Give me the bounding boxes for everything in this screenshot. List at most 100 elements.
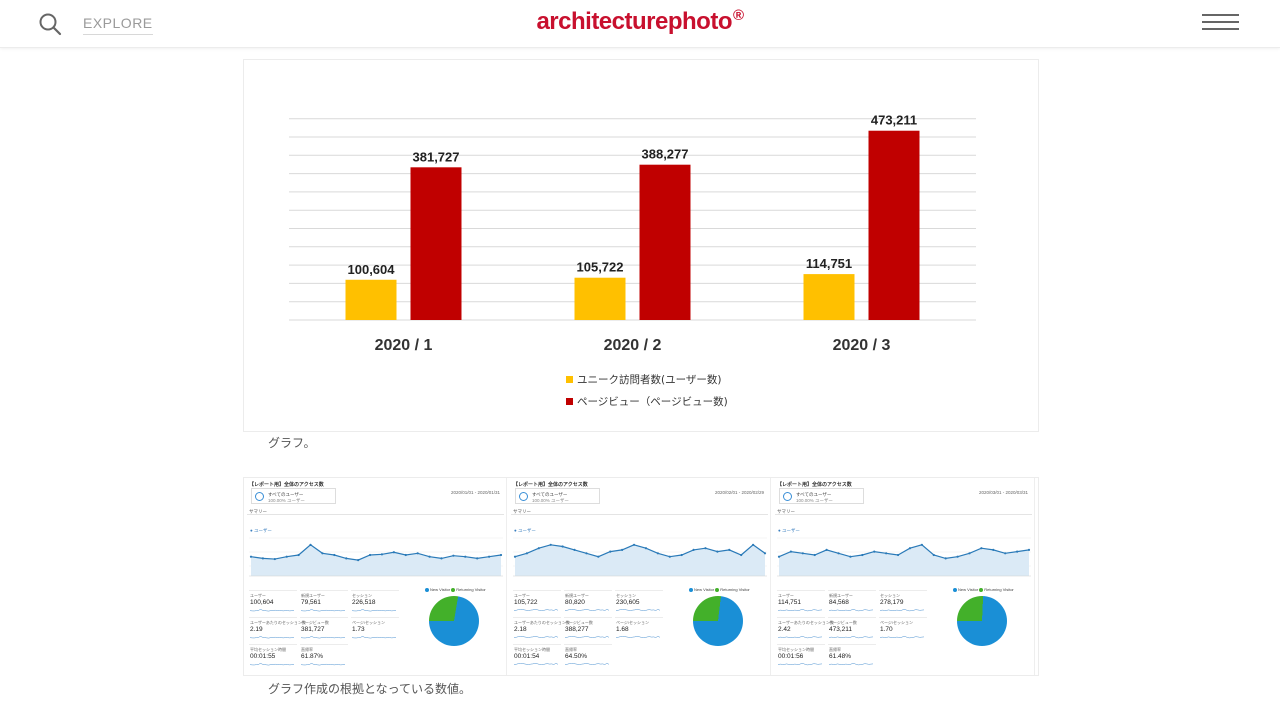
metric-sparkline	[829, 609, 873, 612]
trend-point	[920, 543, 923, 546]
logo-registered-mark: ®	[732, 7, 744, 24]
bar	[639, 164, 691, 320]
metric-value: 61.48%	[829, 653, 852, 660]
metric-sparkline	[565, 636, 609, 638]
analytics-panel: 【レポート用】全体のアクセス数 2020/01/01 - 2020/01/31 すべ…	[245, 478, 507, 675]
metric-cell: セッション 226,518	[351, 590, 399, 614]
pie-legend: New Visitor Returning Visitor	[953, 587, 1014, 592]
pie-chart	[957, 596, 1007, 646]
trend-point	[537, 547, 540, 550]
data-label: 473,211	[871, 113, 917, 128]
trend-point	[763, 552, 767, 555]
trend-point	[368, 553, 372, 557]
trend-point	[944, 557, 947, 560]
metric-label: ユーザー	[778, 593, 794, 598]
users-trend-chart	[249, 537, 503, 577]
data-label: 388,277	[642, 147, 689, 162]
pie-chart	[429, 596, 479, 646]
metric-sparkline	[301, 609, 345, 612]
segment-label: すべてのユーザー 100.00% ユーザー	[796, 492, 833, 503]
summary-tab: サマリー	[777, 509, 795, 514]
metric-value: 114,751	[778, 599, 802, 606]
trend-point	[440, 557, 443, 560]
metric-label: ページ/セッション	[616, 620, 650, 625]
metric-cell: 新規ユーザー 84,568	[828, 590, 876, 614]
trend-point	[597, 555, 600, 558]
trend-point	[404, 553, 407, 557]
metric-label: 新規ユーザー	[301, 593, 325, 598]
metric-value: 79,561	[301, 599, 321, 606]
metric-value: 230,605	[616, 599, 640, 606]
metric-label: ユーザー	[250, 593, 266, 598]
trend-point	[392, 551, 395, 554]
analytics-screenshots-figure: 【レポート用】全体のアクセス数 2020/01/01 - 2020/01/31 すべ…	[243, 477, 1039, 676]
chart-caption: グラフ。	[268, 436, 316, 450]
metric-label: ページビュー数	[565, 620, 593, 625]
hamburger-menu-icon[interactable]	[1202, 14, 1239, 32]
metric-cell: ユーザー 114,751	[777, 590, 825, 614]
metric-label: セッション	[352, 593, 372, 598]
trend-point	[668, 555, 671, 558]
trend-point	[621, 548, 624, 551]
analytics-panel: 【レポート用】全体のアクセス数 2020/03/01 - 2020/03/31 すべ…	[773, 478, 1035, 675]
trend-line	[514, 544, 766, 558]
pie-legend: New Visitor Returning Visitor	[425, 587, 486, 592]
trend-point	[716, 550, 719, 553]
trend-area	[515, 544, 765, 576]
legend-returning: Returning Visitor	[984, 587, 1014, 592]
trend-point	[896, 553, 900, 557]
bar	[410, 167, 462, 320]
metric-cell: ユーザーあたりのセッション数 2.42	[777, 617, 834, 641]
trend-point	[273, 557, 276, 561]
metric-value: 84,568	[829, 599, 849, 606]
metric-cell: ページビュー数 388,277	[564, 617, 612, 641]
trend-point	[487, 555, 491, 558]
metric-label: 直帰率	[829, 647, 841, 652]
trend-point	[632, 543, 636, 546]
segment-box: すべてのユーザー 100.00% ユーザー	[251, 488, 336, 504]
trend-point	[261, 557, 265, 560]
users-trend-chart	[513, 537, 767, 577]
metric-sparkline	[250, 609, 294, 612]
pie-legend: New Visitor Returning Visitor	[689, 587, 750, 592]
legend-dot	[425, 587, 429, 592]
users-trend-chart	[777, 537, 1031, 577]
trend-point	[837, 552, 840, 555]
site-logo[interactable]: architecturephoto®	[0, 7, 1280, 36]
metric-value: 1.68	[616, 626, 629, 633]
bar	[345, 279, 397, 320]
metric-value: 00:01:54	[514, 653, 540, 660]
metric-label: ページビュー数	[301, 620, 329, 625]
trend-point	[825, 548, 828, 551]
legend-new: New Visitor	[430, 587, 452, 592]
legend-dot	[689, 587, 693, 592]
legend-new: New Visitor	[694, 587, 716, 592]
trend-point	[751, 543, 755, 546]
series-label: ● ユーザー	[778, 528, 800, 533]
trend-line	[250, 544, 502, 561]
metric-sparkline	[301, 636, 345, 639]
metric-label: 直帰率	[565, 647, 577, 652]
metric-value: 00:01:56	[778, 653, 804, 660]
metric-label: 新規ユーザー	[565, 593, 589, 598]
trend-point	[476, 557, 479, 560]
explore-link[interactable]: EXPLORE	[83, 15, 153, 35]
metric-label: 新規ユーザー	[829, 593, 853, 598]
metric-sparkline	[514, 663, 558, 665]
legend-dot	[715, 587, 720, 592]
metric-label: 平均セッション時間	[778, 647, 814, 652]
metric-cell: ユーザー 105,722	[513, 590, 561, 614]
segment-ring-icon	[519, 492, 528, 501]
metric-label: ユーザーあたりのセッション数	[778, 620, 834, 625]
metric-cell: 平均セッション時間 00:01:55	[249, 644, 297, 668]
metric-label: ページ/セッション	[352, 620, 386, 625]
logo-text: architecturephoto	[536, 8, 732, 35]
legend-dot	[979, 587, 984, 592]
trend-point	[585, 552, 588, 555]
data-label: 105,722	[577, 260, 624, 275]
search-icon[interactable]	[38, 12, 62, 36]
metric-label: ユーザーあたりのセッション数	[250, 620, 306, 625]
metric-cell: ユーザー 100,604	[249, 590, 297, 614]
trend-line	[778, 544, 1030, 560]
series-label: ● ユーザー	[514, 528, 536, 533]
